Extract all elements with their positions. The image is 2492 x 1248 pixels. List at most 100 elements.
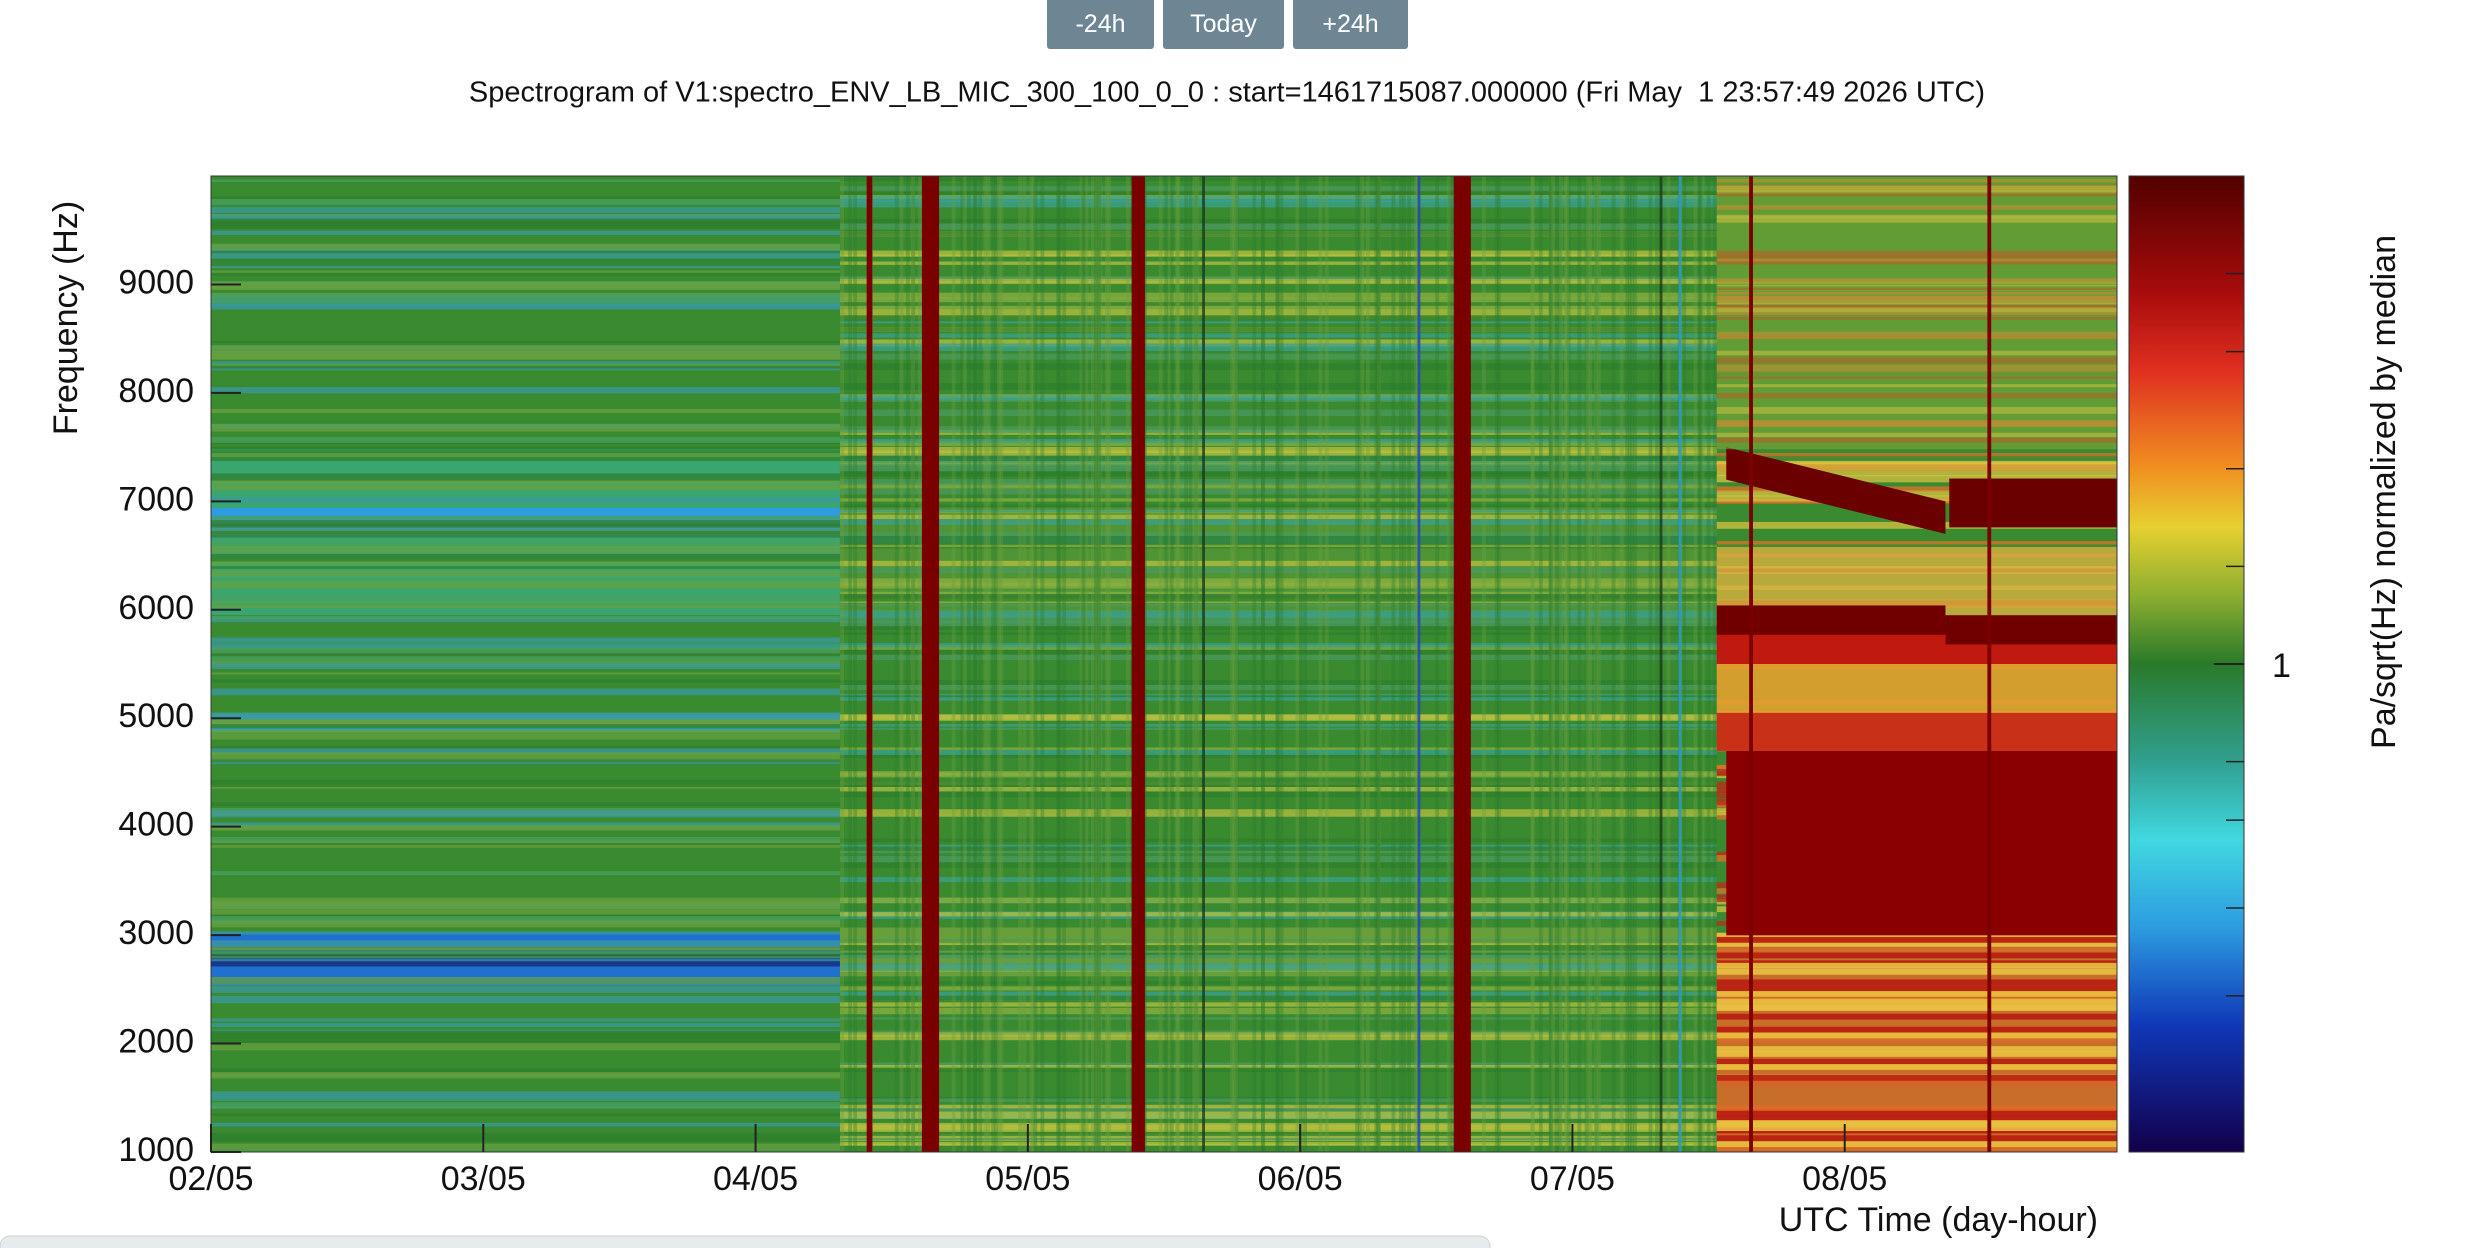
spectrogram-band xyxy=(839,531,1717,538)
x-tick-label: 06/05 xyxy=(1258,1160,1343,1198)
spectrogram-band xyxy=(1402,176,1406,1152)
spectrogram-band xyxy=(899,176,904,1152)
spectrogram-band xyxy=(1279,176,1284,1152)
spectrogram-band xyxy=(211,1143,840,1151)
spectrogram-band xyxy=(839,1034,1717,1041)
spectrogram-band xyxy=(211,920,840,928)
spectrogram-band xyxy=(1716,176,2117,450)
spectrogram-band xyxy=(1749,176,1753,1152)
spectrogram-band xyxy=(839,724,1717,727)
spectrogram-band xyxy=(1577,176,1582,1152)
spectrogram-band xyxy=(211,672,840,675)
spectrogram-band xyxy=(211,909,840,915)
x-axis-label: UTC Time (day-hour) xyxy=(1779,1201,2098,1239)
spectrogram-band xyxy=(839,1065,1717,1068)
spectrogram-band xyxy=(839,519,1717,526)
spectrogram-band xyxy=(839,1069,1717,1073)
spectrogram-band xyxy=(211,712,840,720)
today-button[interactable]: Today xyxy=(1163,0,1284,49)
spectrogram-band xyxy=(839,695,1717,698)
spectrogram-band xyxy=(211,762,840,765)
spectrogram-band xyxy=(211,437,840,443)
spectrogram-band xyxy=(211,218,840,227)
spectrogram-band xyxy=(1559,176,1563,1152)
spectrogram-band xyxy=(1716,1125,2117,1132)
x-tick-label: 05/05 xyxy=(985,1160,1070,1198)
x-tick-label: 03/05 xyxy=(441,1160,526,1198)
spectrogram-band xyxy=(839,623,1717,627)
spectrogram-band xyxy=(1716,1046,2117,1053)
spectrogram-band xyxy=(839,440,1717,446)
spectrogram-band xyxy=(211,408,840,414)
spectrogram-band xyxy=(1987,176,1992,1152)
spectrogram-band xyxy=(211,663,840,670)
spectrogram-band xyxy=(848,176,852,1152)
spectrogram-band xyxy=(211,1032,840,1038)
spectrogram-band xyxy=(1716,932,2117,939)
spectrogram-band xyxy=(839,727,1717,730)
spectrogram-band xyxy=(839,610,1717,618)
spectrogram-band xyxy=(1682,176,1687,1152)
spectrogram-band xyxy=(1022,176,1027,1152)
spectrogram-band xyxy=(211,515,840,521)
spectrogram-band xyxy=(986,176,991,1152)
spectrogram-band xyxy=(951,176,956,1152)
spectrogram-band xyxy=(211,293,840,296)
spectrogram-band xyxy=(1355,176,1359,1152)
spectrogram-band xyxy=(839,747,1717,750)
spectrogram-band xyxy=(1698,176,1703,1152)
spectrogram-band xyxy=(211,822,840,828)
spectrogram-band xyxy=(839,446,1717,454)
spectrogram-band xyxy=(839,680,1717,685)
spectrogram-band xyxy=(1175,176,1180,1152)
spectrogram-band xyxy=(839,791,1717,798)
spectrogram-band xyxy=(211,719,840,725)
spectrogram-band xyxy=(839,339,1717,347)
spectrogram-band xyxy=(839,250,1717,257)
spectrogram-band xyxy=(1716,541,2117,545)
spectrogram-band xyxy=(911,176,915,1152)
spectrogram-band xyxy=(1295,176,1300,1152)
spectrogram-band xyxy=(1611,176,1616,1152)
y-tick-label: 4000 xyxy=(118,806,194,844)
spectrogram-band xyxy=(994,176,999,1152)
spectrogram-band xyxy=(211,647,840,654)
spectrogram-band xyxy=(839,1002,1717,1007)
spectrogram-band xyxy=(1194,176,1198,1152)
spectrogram-band xyxy=(211,281,840,289)
spectrogram-band xyxy=(1627,176,1632,1152)
spectrogram-band xyxy=(1716,1013,2117,1020)
spectrogram-band xyxy=(1081,176,1086,1152)
spectrogram-band xyxy=(839,327,1717,332)
spectrogram-band xyxy=(839,471,1717,477)
spectrogram-band xyxy=(211,843,840,846)
spectrogram-band xyxy=(1530,176,1535,1152)
spectrogram-band xyxy=(211,807,840,813)
spectrogram-band xyxy=(211,956,840,959)
spectrogram-band xyxy=(839,191,1717,195)
spectrogram-band xyxy=(1188,176,1193,1152)
spectrogram-band xyxy=(211,251,840,254)
spectrogram-band xyxy=(1716,1110,2117,1117)
x-tick-label: 02/05 xyxy=(168,1160,253,1198)
spectrogram-band xyxy=(211,594,840,601)
spectrogram-band xyxy=(211,566,840,569)
spectrogram-band xyxy=(211,637,840,643)
spectrogram-band xyxy=(1726,750,2117,936)
spectrogram-band xyxy=(211,179,840,183)
spectrogram-band xyxy=(839,464,1717,468)
spectrogram-band xyxy=(1260,176,1265,1152)
spectrogram-band xyxy=(839,1135,1717,1139)
spectrogram-band xyxy=(839,877,1717,883)
spectrogram-band xyxy=(839,306,1717,310)
prev-day-button[interactable]: -24h xyxy=(1047,0,1154,49)
spectrogram-band xyxy=(839,603,1717,607)
spectrogram-band xyxy=(1031,176,1036,1152)
spectrogram-band xyxy=(839,504,1717,508)
spectrogram-band xyxy=(1435,176,1440,1152)
spectrogram-band xyxy=(839,467,1717,472)
next-day-button[interactable]: +24h xyxy=(1293,0,1408,49)
spectrogram-band xyxy=(839,488,1717,495)
spectrogram-band xyxy=(839,450,1717,456)
spectrogram-band xyxy=(211,214,840,220)
